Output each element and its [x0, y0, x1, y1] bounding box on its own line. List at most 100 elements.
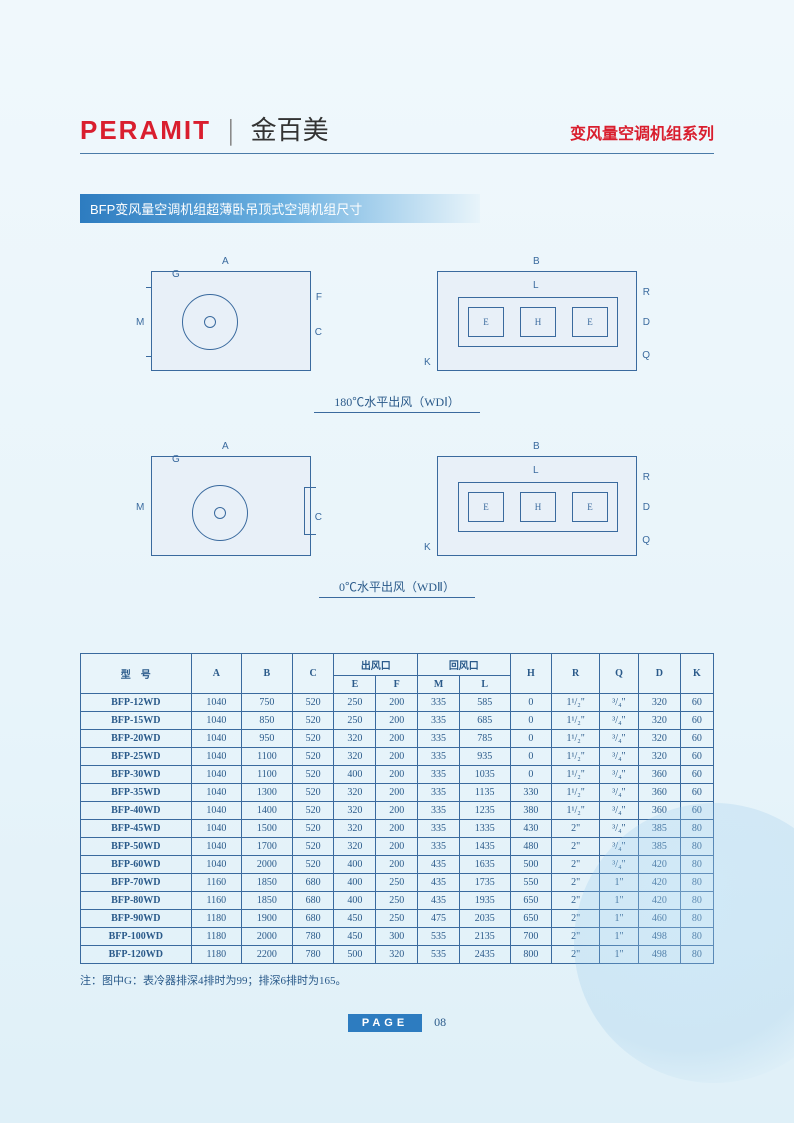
- table-cell: 1180: [191, 946, 242, 964]
- table-cell: 1040: [191, 784, 242, 802]
- table-cell: 200: [376, 748, 418, 766]
- table-cell: 400: [334, 874, 376, 892]
- col-h: H: [510, 654, 552, 694]
- table-cell: 360: [638, 784, 680, 802]
- col-inlet: 回风口: [418, 654, 510, 676]
- table-cell: 2000: [242, 856, 293, 874]
- table-cell: 300: [376, 928, 418, 946]
- table-cell: 200: [376, 820, 418, 838]
- table-cell: BFP-45WD: [81, 820, 192, 838]
- table-cell: 1735: [459, 874, 510, 892]
- table-cell: 1700: [242, 838, 293, 856]
- table-cell: 320: [334, 820, 376, 838]
- table-cell: 60: [680, 730, 713, 748]
- col-model: 型 号: [81, 654, 192, 694]
- diagram-wd2-front: A G C M: [151, 456, 311, 556]
- table-cell: 1040: [191, 712, 242, 730]
- table-cell: 1135: [459, 784, 510, 802]
- table-cell: 335: [418, 730, 460, 748]
- diagram-wd1-front: A G F C M: [151, 271, 311, 371]
- table-cell: 360: [638, 766, 680, 784]
- table-cell: 320: [334, 784, 376, 802]
- table-cell: 780: [292, 946, 334, 964]
- table-cell: BFP-30WD: [81, 766, 192, 784]
- table-cell: 200: [376, 694, 418, 712]
- brand-cn: 金百美: [251, 115, 329, 145]
- table-cell: 400: [334, 856, 376, 874]
- table-cell: BFP-25WD: [81, 748, 192, 766]
- table-cell: 435: [418, 892, 460, 910]
- table-cell: 200: [376, 730, 418, 748]
- table-cell: 380: [510, 802, 552, 820]
- table-cell: 1300: [242, 784, 293, 802]
- table-cell: 935: [459, 748, 510, 766]
- table-cell: 1040: [191, 820, 242, 838]
- table-cell: 520: [292, 694, 334, 712]
- col-e: E: [334, 676, 376, 694]
- col-k: K: [680, 654, 713, 694]
- table-cell: 320: [334, 838, 376, 856]
- table-cell: 2": [552, 856, 600, 874]
- col-b: B: [242, 654, 293, 694]
- table-cell: 320: [638, 712, 680, 730]
- table-cell: 1040: [191, 802, 242, 820]
- col-outlet: 出风口: [334, 654, 418, 676]
- table-cell: 320: [334, 730, 376, 748]
- table-cell: 1040: [191, 748, 242, 766]
- table-cell: 450: [334, 910, 376, 928]
- table-row: BFP-35WD1040130052032020033511353301¹/₂"…: [81, 784, 714, 802]
- table-cell: 1500: [242, 820, 293, 838]
- table-cell: 535: [418, 928, 460, 946]
- table-row: BFP-25WD1040110052032020033593501¹/₂"³/₄…: [81, 748, 714, 766]
- table-cell: 1935: [459, 892, 510, 910]
- diagram-row-1: A G F C M E H E B L R D Q K: [80, 253, 714, 381]
- table-cell: 435: [418, 874, 460, 892]
- table-cell: 850: [242, 712, 293, 730]
- table-cell: 500: [510, 856, 552, 874]
- diagram-wd1-side: E H E B L R D Q K: [437, 271, 637, 371]
- brand-divider: │: [223, 119, 239, 144]
- table-cell: 1¹/₂": [552, 694, 600, 712]
- table-cell: 535: [418, 946, 460, 964]
- table-cell: 520: [292, 766, 334, 784]
- col-c: C: [292, 654, 334, 694]
- table-cell: 1¹/₂": [552, 730, 600, 748]
- table-cell: BFP-15WD: [81, 712, 192, 730]
- table-cell: 1335: [459, 820, 510, 838]
- table-cell: 1¹/₂": [552, 802, 600, 820]
- table-cell: 1035: [459, 766, 510, 784]
- table-cell: ³/₄": [600, 730, 639, 748]
- table-cell: 1160: [191, 892, 242, 910]
- table-row: BFP-40WD1040140052032020033512353801¹/₂"…: [81, 802, 714, 820]
- table-cell: 2135: [459, 928, 510, 946]
- table-cell: 335: [418, 748, 460, 766]
- diagram-wd2-side: E H E B L R D Q K: [437, 456, 637, 556]
- table-cell: 320: [334, 748, 376, 766]
- table-cell: BFP-40WD: [81, 802, 192, 820]
- brand-en: PERAMIT: [80, 115, 211, 145]
- table-cell: 1850: [242, 874, 293, 892]
- table-cell: 520: [292, 838, 334, 856]
- table-cell: 400: [334, 892, 376, 910]
- table-cell: 520: [292, 748, 334, 766]
- table-cell: BFP-70WD: [81, 874, 192, 892]
- table-cell: 1¹/₂": [552, 712, 600, 730]
- table-cell: 780: [292, 928, 334, 946]
- table-cell: 335: [418, 802, 460, 820]
- table-cell: 650: [510, 892, 552, 910]
- table-cell: BFP-90WD: [81, 910, 192, 928]
- table-cell: 320: [638, 748, 680, 766]
- table-cell: 1¹/₂": [552, 748, 600, 766]
- table-cell: 800: [510, 946, 552, 964]
- table-cell: 0: [510, 694, 552, 712]
- table-cell: 2": [552, 838, 600, 856]
- table-cell: 60: [680, 748, 713, 766]
- col-m: M: [418, 676, 460, 694]
- table-cell: 1100: [242, 748, 293, 766]
- table-cell: 60: [680, 766, 713, 784]
- diagram1-caption: 180℃水平出风（WDⅠ）: [314, 393, 480, 413]
- table-cell: 520: [292, 802, 334, 820]
- table-cell: BFP-35WD: [81, 784, 192, 802]
- table-cell: 475: [418, 910, 460, 928]
- table-cell: 0: [510, 766, 552, 784]
